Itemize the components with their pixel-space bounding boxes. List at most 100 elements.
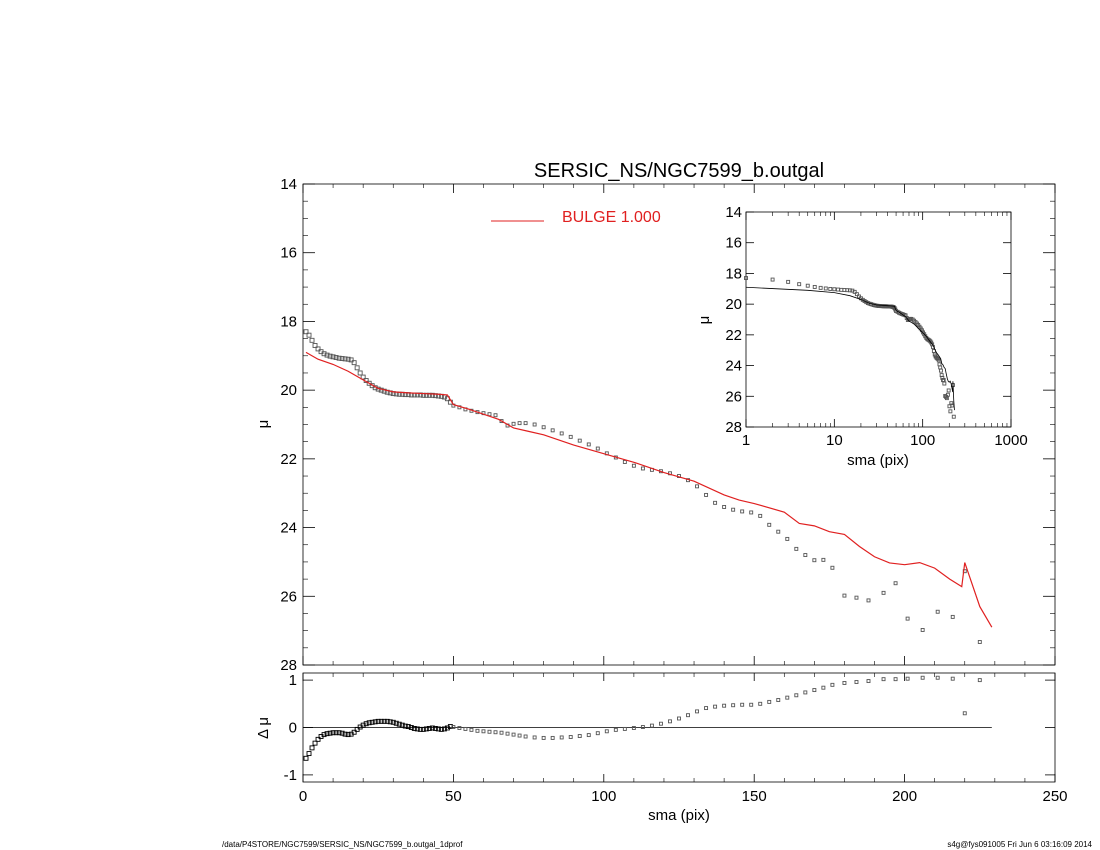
main-data-point — [493, 413, 498, 418]
residual-data-point — [568, 735, 573, 739]
main-data-point — [330, 354, 336, 360]
legend-label-bulge: BULGE 1.000 — [562, 209, 661, 226]
inset-data-point — [828, 286, 833, 291]
main-data-point — [487, 412, 492, 417]
residual-data-point — [451, 725, 456, 729]
residual-data-point — [523, 734, 528, 739]
inset-x-axis-label: sma (pix) — [847, 452, 909, 469]
inset-data-point — [948, 409, 953, 414]
residual-data-point — [405, 724, 411, 730]
inset-data-point — [805, 283, 810, 288]
main-data-point — [977, 640, 982, 644]
main-data-point — [550, 428, 555, 433]
inset-x-tick-label: 10 — [826, 432, 843, 449]
inset-data-point — [786, 279, 791, 284]
residual-data-point — [393, 720, 399, 726]
residual-data-point — [977, 678, 982, 683]
inset-y-tick-label: 24 — [725, 358, 742, 375]
main-data-point — [327, 353, 333, 359]
residual-data-point — [722, 703, 727, 708]
residual-data-point — [463, 726, 468, 731]
inset-model-line — [745, 286, 955, 411]
main-data-point — [303, 329, 309, 335]
residual-data-point — [776, 698, 781, 702]
main-data-point — [559, 431, 564, 436]
main-data-point — [785, 536, 790, 541]
main-data-point — [842, 593, 847, 598]
residual-data-point — [649, 723, 654, 728]
residual-data-point — [333, 730, 339, 736]
main-data-point — [920, 628, 925, 632]
residual-data-point — [785, 695, 790, 700]
residual-data-point — [339, 730, 345, 736]
residual-data-point — [457, 726, 462, 730]
residual-data-point — [441, 726, 447, 732]
main-y-tick-label: 26 — [280, 588, 297, 605]
residual-data-point — [417, 726, 423, 732]
main-data-point — [351, 360, 357, 366]
main-data-point — [541, 425, 546, 430]
main-data-point — [586, 442, 591, 447]
main-data-point — [830, 565, 835, 570]
main-data-point — [306, 332, 312, 338]
residual-data-point — [613, 727, 618, 732]
residual-data-point — [345, 732, 351, 738]
inset-x-tick-labels: 1 10 100 1000 — [742, 432, 1028, 449]
main-data-point — [854, 595, 859, 600]
residual-data-point — [360, 722, 366, 728]
residual-data-point — [312, 740, 318, 746]
inset-data-point — [832, 287, 837, 292]
residual-data-point — [499, 730, 504, 735]
residual-data-point — [640, 725, 645, 729]
main-y-tick-label: 28 — [280, 657, 297, 674]
residual-data-point — [812, 688, 817, 693]
inset-data-point — [744, 276, 748, 280]
chart-title: SERSIC_NS/NGC7599_b.outgal — [534, 160, 824, 182]
main-data-point — [776, 529, 781, 534]
residual-data-point — [411, 725, 417, 731]
residual-x-tick-label: 150 — [742, 788, 767, 805]
main-data-point — [315, 346, 321, 352]
main-data-point — [381, 388, 387, 394]
residual-data-point — [749, 702, 754, 707]
inset-plot-frame — [745, 211, 1012, 428]
residual-data-point — [893, 677, 898, 682]
inset-panel: 14 16 18 20 22 24 26 28 1 10 100 1000 μ sma (pix) — [696, 204, 1028, 469]
main-data-point — [532, 422, 537, 427]
main-data-point — [821, 557, 826, 562]
residual-data-point — [866, 679, 871, 684]
inset-data-point — [847, 288, 852, 293]
inset-background — [746, 212, 1011, 427]
main-data-point — [767, 522, 772, 527]
residual-data-point — [387, 719, 393, 725]
main-data-point — [749, 510, 754, 515]
main-data-point — [309, 337, 315, 343]
residual-data-point — [550, 735, 555, 740]
residual-data-point — [309, 745, 315, 751]
residual-y-tick-label: 1 — [289, 672, 297, 689]
residual-data-point — [854, 680, 859, 684]
residual-data-point — [740, 702, 745, 707]
inset-data-point — [938, 368, 943, 373]
residual-data-point — [631, 726, 636, 730]
main-data-point — [357, 370, 363, 376]
residual-data-point — [803, 690, 808, 695]
main-data-point — [950, 614, 955, 619]
footer-timestamp: s4g@fys091005 Fri Jun 6 03:16:09 2014 — [947, 840, 1092, 849]
inset-data-point — [812, 284, 817, 289]
inset-data-point — [936, 358, 941, 363]
residual-data-point — [481, 729, 486, 734]
main-data-point — [354, 365, 360, 371]
residual-data-point — [363, 721, 369, 727]
residual-data-point — [369, 719, 375, 725]
residual-data-point — [315, 736, 321, 742]
main-data-point — [631, 463, 636, 468]
inset-y-tick-label: 14 — [725, 204, 742, 221]
inset-data-point — [951, 414, 956, 419]
inset-data-point — [950, 403, 955, 408]
main-panel: 14 16 18 20 22 24 26 28 μ BULGE 1.000 — [255, 176, 1056, 674]
inset-data-point — [818, 285, 823, 290]
residual-data-point — [622, 726, 627, 731]
main-data-point — [893, 581, 898, 586]
